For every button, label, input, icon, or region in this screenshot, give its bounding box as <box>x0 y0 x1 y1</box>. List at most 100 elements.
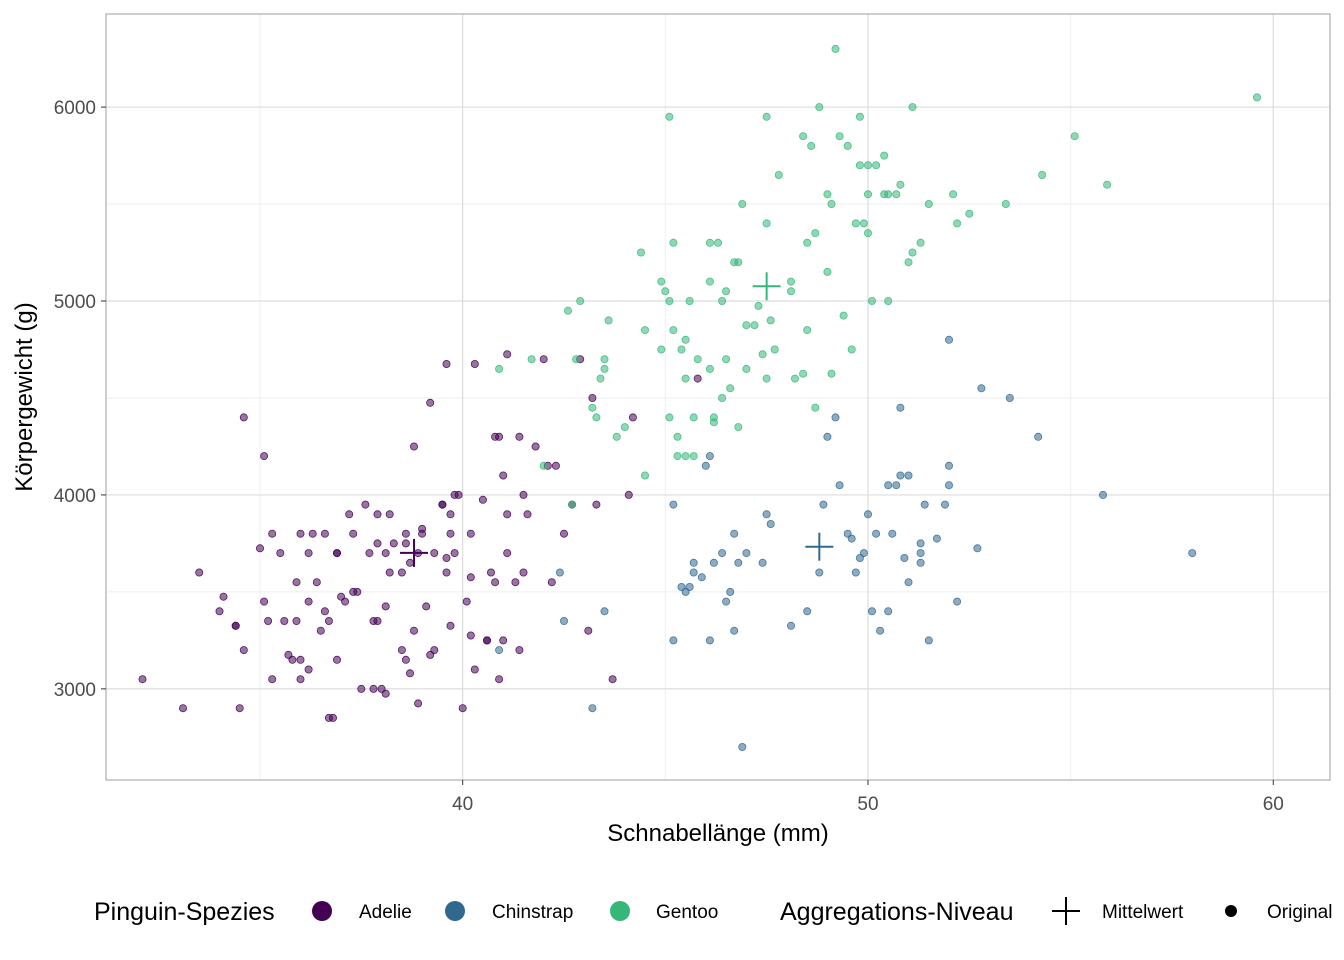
x-axis-ticks: 40 50 60 <box>452 780 1284 815</box>
legend-key-mean <box>1052 897 1080 925</box>
data-point-adelie <box>304 665 313 674</box>
data-point-chinstrap <box>920 500 929 509</box>
data-point-adelie <box>409 442 418 451</box>
data-point-gentoo <box>823 190 832 199</box>
data-point-adelie <box>628 413 637 422</box>
data-point-chinstrap <box>847 534 856 543</box>
data-point-gentoo <box>665 296 674 305</box>
data-point-chinstrap <box>876 626 885 635</box>
data-point-gentoo <box>750 321 759 330</box>
y-tick-label: 3000 <box>54 680 96 701</box>
data-point-gentoo <box>742 364 751 373</box>
data-point-gentoo <box>807 141 816 150</box>
data-point-chinstrap <box>932 534 941 543</box>
data-point-gentoo <box>880 151 889 160</box>
data-point-adelie <box>539 355 548 364</box>
data-point-chinstrap <box>831 413 840 422</box>
data-point-gentoo <box>953 219 962 228</box>
data-point-gentoo <box>588 403 597 412</box>
data-point-adelie <box>608 675 617 684</box>
data-point-chinstrap <box>864 510 873 519</box>
data-point-adelie <box>260 597 269 606</box>
minor-gridlines <box>106 14 1330 780</box>
data-point-chinstrap <box>689 568 698 577</box>
data-point-adelie <box>320 607 329 616</box>
data-point-gentoo <box>637 248 646 257</box>
data-point-gentoo <box>705 238 714 247</box>
data-point-chinstrap <box>945 481 954 490</box>
data-point-chinstrap <box>803 607 812 616</box>
data-point-gentoo <box>673 432 682 441</box>
data-point-gentoo <box>787 277 796 286</box>
data-point-chinstrap <box>888 529 897 538</box>
data-point-chinstrap <box>705 452 714 461</box>
data-point-chinstrap <box>973 544 982 553</box>
data-point-gentoo <box>811 229 820 238</box>
data-point-adelie <box>397 568 406 577</box>
data-point-gentoo <box>738 199 747 208</box>
data-point-gentoo <box>673 452 682 461</box>
data-point-adelie <box>235 704 244 713</box>
data-point-adelie <box>466 573 475 582</box>
data-point-gentoo <box>612 432 621 441</box>
data-point-gentoo <box>722 287 731 296</box>
data-point-gentoo <box>803 238 812 247</box>
data-point-chinstrap <box>588 704 597 713</box>
data-point-gentoo <box>799 369 808 378</box>
data-point-gentoo <box>709 418 718 427</box>
data-point-gentoo <box>799 132 808 141</box>
data-point-gentoo <box>904 258 913 267</box>
data-point-gentoo <box>539 461 548 470</box>
data-point-gentoo <box>705 364 714 373</box>
x-tick-label: 50 <box>857 794 878 815</box>
data-point-chinstrap <box>819 500 828 509</box>
data-point-adelie <box>304 549 313 558</box>
data-point-adelie <box>503 549 512 558</box>
data-point-gentoo <box>864 229 873 238</box>
data-point-gentoo <box>855 112 864 121</box>
data-point-chinstrap <box>941 500 950 509</box>
y-axis-title: Körpergewicht (g) <box>11 302 38 491</box>
data-point-gentoo <box>677 345 686 354</box>
data-point-adelie <box>499 471 508 480</box>
data-point-adelie <box>503 510 512 519</box>
data-point-gentoo <box>774 170 783 179</box>
data-point-adelie <box>324 617 333 626</box>
data-point-gentoo <box>835 132 844 141</box>
mean-markers <box>400 272 834 567</box>
data-point-chinstrap <box>600 607 609 616</box>
data-point-adelie <box>215 607 224 616</box>
data-point-chinstrap <box>726 587 735 596</box>
data-point-chinstrap <box>859 549 868 558</box>
data-point-adelie <box>446 621 455 630</box>
data-point-adelie <box>422 602 431 611</box>
data-point-adelie <box>470 359 479 368</box>
data-point-chinstrap <box>868 607 877 616</box>
data-point-gentoo <box>726 384 735 393</box>
data-point-gentoo <box>689 413 698 422</box>
data-point-adelie <box>195 568 204 577</box>
data-point-adelie <box>519 568 528 577</box>
data-point-gentoo <box>576 296 585 305</box>
data-point-chinstrap <box>722 597 731 606</box>
data-point-gentoo <box>839 311 848 320</box>
data-point-chinstrap <box>685 583 694 592</box>
y-axis-ticks: 3000 4000 5000 6000 <box>54 98 106 701</box>
data-point-adelie <box>693 374 702 383</box>
data-point-adelie <box>296 675 305 684</box>
data-point-adelie <box>624 490 633 499</box>
data-point-adelie <box>239 413 248 422</box>
data-point-gentoo <box>604 316 613 325</box>
data-point-gentoo <box>1001 199 1010 208</box>
data-point-adelie <box>365 549 374 558</box>
data-point-chinstrap <box>705 636 714 645</box>
data-point-adelie <box>296 529 305 538</box>
data-point-gentoo <box>831 44 840 53</box>
data-point-gentoo <box>855 161 864 170</box>
plot-panel <box>105 13 1331 781</box>
data-point-adelie <box>462 597 471 606</box>
data-point-gentoo <box>859 219 868 228</box>
data-point-chinstrap <box>896 403 905 412</box>
data-point-chinstrap <box>945 335 954 344</box>
